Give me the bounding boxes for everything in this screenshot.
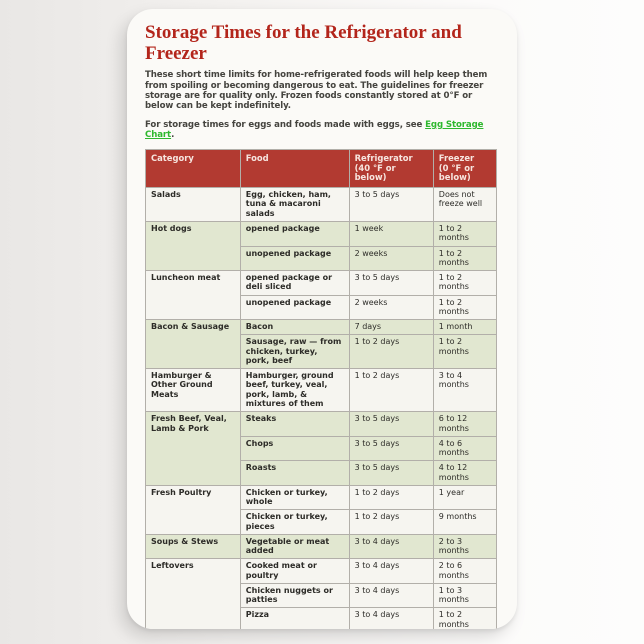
table-header: Category Food Refrigerator (40 °F or below)… bbox=[145, 148, 498, 189]
food-cell: Chicken or turkey, whole bbox=[239, 484, 350, 511]
intro-text: These short time limits for home-refrige… bbox=[145, 70, 488, 112]
table-row: Fresh Poultry Chicken or turkey, whole 1 t… bbox=[145, 484, 498, 535]
food-cell: Chicken nuggets or patties bbox=[239, 582, 350, 609]
column-header-food: Food bbox=[239, 148, 350, 189]
refrigerator-cell: 3 to 4 days bbox=[348, 558, 434, 584]
refrigerator-cell: 1 week bbox=[348, 220, 434, 247]
refrigerator-cell: 7 days bbox=[348, 319, 434, 336]
refrigerator-cell: 3 to 4 days bbox=[348, 582, 434, 609]
food-cell: opened package or deli sliced bbox=[239, 270, 350, 296]
table-row: unopened package 2 weeks 1 to 2 months bbox=[146, 294, 498, 321]
category-cell: Luncheon meat bbox=[145, 270, 241, 321]
table-row: Leftovers Cooked meat or poultry 3 to 4 da… bbox=[145, 558, 498, 629]
table-row: Salads Egg, chicken, ham, tuna & macaroni… bbox=[145, 187, 498, 222]
refrigerator-cell: 2 weeks bbox=[348, 294, 434, 321]
egg-note-prefix: For storage times for eggs and foods mad… bbox=[145, 119, 426, 130]
freezer-cell: 1 to 2 months bbox=[432, 245, 498, 272]
food-cell: Hamburger, ground beef, turkey, veal, po… bbox=[239, 368, 350, 413]
table-row: Roasts 3 to 5 days 4 to 12 months bbox=[146, 460, 498, 486]
food-cell: Egg, chicken, ham, tuna & macaroni salad… bbox=[239, 187, 350, 222]
refrigerator-cell: 3 to 5 days bbox=[348, 270, 434, 296]
category-cell: Hot dogs bbox=[145, 220, 241, 272]
refrigerator-cell: 3 to 4 days bbox=[348, 533, 434, 560]
food-cell: Pizza bbox=[239, 607, 350, 629]
category-cell: Hamburger & Other Ground Meats bbox=[145, 368, 241, 413]
freezer-cell: 1 to 2 months bbox=[432, 220, 498, 247]
table-row: Chicken or turkey, pieces 1 to 2 days 9 mo… bbox=[146, 509, 498, 535]
freezer-cell: 4 to 12 months bbox=[432, 460, 498, 486]
refrigerator-cell: 3 to 4 days bbox=[348, 607, 434, 629]
food-cell: Cooked meat or poultry bbox=[239, 558, 350, 584]
freezer-cell: 2 to 6 months bbox=[432, 558, 498, 584]
food-cell: opened package bbox=[239, 220, 350, 247]
refrigerator-cell: 3 to 5 days bbox=[348, 460, 434, 486]
column-header-freezer: Freezer (0 °F or below) bbox=[432, 148, 498, 189]
table-row: Chicken nuggets or patties 3 to 4 days 1 t… bbox=[146, 582, 498, 609]
storage-times-table: Category Food Refrigerator (40 °F or below)… bbox=[145, 148, 498, 629]
food-cell: Vegetable or meat added bbox=[239, 533, 350, 560]
table-row: Luncheon meat opened package or deli slic… bbox=[145, 270, 498, 321]
column-header-sub: (40 °F or below) bbox=[354, 162, 396, 183]
header-row: Category Food Refrigerator (40 °F or below)… bbox=[145, 148, 498, 189]
refrigerator-cell: 1 to 2 days bbox=[348, 334, 434, 370]
table-row: Pizza 3 to 4 days 1 to 2 months bbox=[146, 607, 498, 629]
food-cell: Chops bbox=[239, 435, 350, 462]
freezer-cell: 1 month bbox=[432, 319, 498, 336]
food-cell: Chicken or turkey, pieces bbox=[239, 509, 350, 535]
magnet-card: Storage Times for the Refrigerator and F… bbox=[127, 9, 517, 629]
refrigerator-cell: 3 to 5 days bbox=[348, 411, 434, 437]
refrigerator-cell: 1 to 2 days bbox=[348, 484, 434, 511]
table-row: Bacon & Sausage Bacon 7 days 1 month bbox=[145, 319, 498, 370]
column-header-sub: (0 °F or below) bbox=[438, 162, 475, 183]
food-cell: Roasts bbox=[239, 460, 350, 486]
refrigerator-cell: 1 to 2 days bbox=[348, 368, 434, 413]
table-row: Hot dogs opened package 1 week 1 to 2 month… bbox=[145, 220, 498, 272]
food-cell: Sausage, raw — from chicken, turkey, por… bbox=[239, 334, 350, 370]
freezer-cell: 1 to 3 months bbox=[432, 582, 498, 609]
freezer-cell: Does not freeze well bbox=[432, 187, 498, 222]
table-row: Sausage, raw — from chicken, turkey, por… bbox=[146, 334, 498, 370]
category-cell: Leftovers bbox=[145, 558, 241, 629]
freezer-cell: 1 to 2 months bbox=[432, 334, 498, 370]
egg-storage-chart-link[interactable]: Egg Storage Chart bbox=[145, 119, 484, 141]
refrigerator-cell: 3 to 5 days bbox=[348, 187, 434, 222]
freezer-cell: 3 to 4 months bbox=[432, 368, 498, 413]
category-cell: Fresh Poultry bbox=[145, 484, 241, 535]
food-cell: unopened package bbox=[239, 245, 350, 272]
freezer-cell: 1 to 2 months bbox=[432, 270, 498, 296]
freezer-cell: 2 to 3 months bbox=[432, 533, 498, 560]
page-title: Storage Times for the Refrigerator and F… bbox=[145, 22, 462, 64]
table-row: Fresh Beef, Veal, Lamb & Pork Steaks 3 to … bbox=[145, 411, 498, 486]
table-row: Soups & Stews Vegetable or meat added 3 to… bbox=[145, 533, 498, 560]
column-header-category: Category bbox=[145, 148, 241, 189]
freezer-cell: 1 to 2 months bbox=[432, 607, 498, 629]
category-cell: Fresh Beef, Veal, Lamb & Pork bbox=[145, 411, 241, 486]
refrigerator-cell: 3 to 5 days bbox=[348, 435, 434, 462]
freezer-cell: 1 year bbox=[432, 484, 498, 511]
column-header-refrigerator: Refrigerator (40 °F or below) bbox=[348, 148, 434, 189]
table-row: Hamburger & Other Ground Meats Hamburger,… bbox=[145, 368, 498, 413]
egg-note-suffix: . bbox=[171, 130, 175, 141]
freezer-cell: 9 months bbox=[432, 509, 498, 535]
freezer-cell: 1 to 2 months bbox=[432, 294, 498, 321]
food-cell: Steaks bbox=[239, 411, 350, 437]
table-row: unopened package 2 weeks 1 to 2 months bbox=[146, 245, 498, 272]
category-cell: Salads bbox=[145, 187, 241, 222]
freezer-cell: 6 to 12 months bbox=[432, 411, 498, 437]
category-cell: Soups & Stews bbox=[145, 533, 241, 560]
freezer-cell: 4 to 6 months bbox=[432, 435, 498, 462]
refrigerator-cell: 1 to 2 days bbox=[348, 509, 434, 535]
egg-note: For storage times for eggs and foods mad… bbox=[145, 120, 499, 141]
table-row: Chops 3 to 5 days 4 to 6 months bbox=[146, 435, 498, 462]
food-cell: Bacon bbox=[239, 319, 350, 336]
refrigerator-cell: 2 weeks bbox=[348, 245, 434, 272]
food-cell: unopened package bbox=[239, 294, 350, 321]
category-cell: Bacon & Sausage bbox=[145, 319, 241, 370]
